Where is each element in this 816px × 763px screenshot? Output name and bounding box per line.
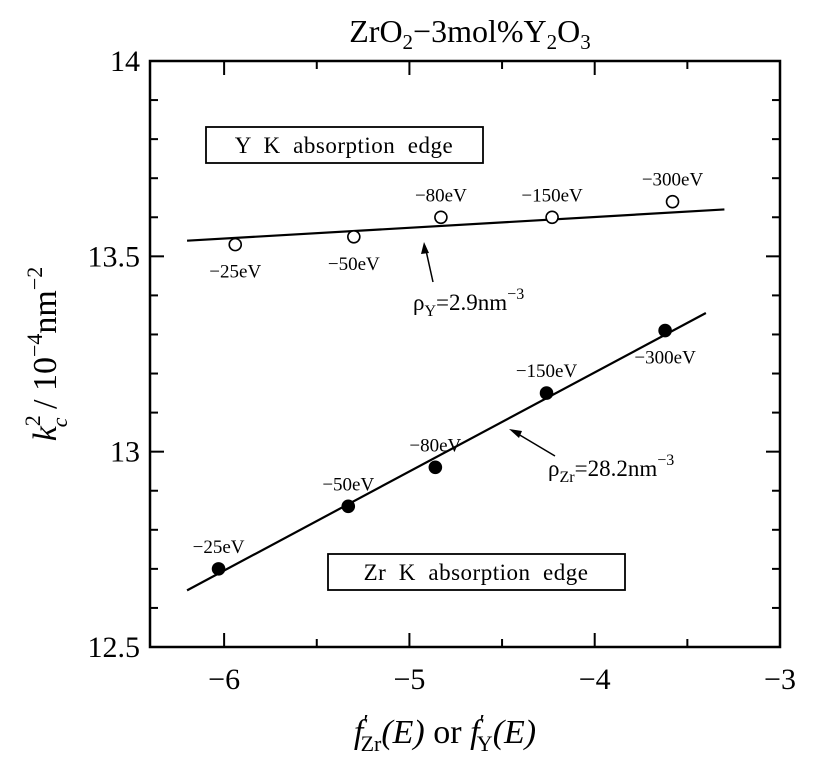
data-point-label: −300eV bbox=[642, 170, 704, 191]
annotation-zr-edge-text: Zr K absorption edge bbox=[364, 560, 589, 585]
fit-zr-sub: Zr bbox=[559, 469, 575, 486]
data-point-label: −150eV bbox=[516, 361, 578, 382]
data-point-label: −50eV bbox=[322, 474, 374, 495]
data-point-label: −25eV bbox=[209, 262, 261, 283]
data-point bbox=[228, 237, 243, 252]
xlabel-arg2: (E) bbox=[493, 714, 536, 751]
title-mid: −3mol%Y bbox=[413, 13, 547, 49]
fit-y-value: =2.9nm bbox=[436, 290, 507, 315]
y-axis-title: k2c / 10−4nm−2 bbox=[20, 267, 72, 442]
data-point bbox=[347, 230, 361, 244]
ylabel-sub: c bbox=[47, 417, 72, 427]
x-axis-title: f′ Zr(E) or f′ Y(E) bbox=[354, 711, 536, 756]
fit-zr-rho: ρ bbox=[548, 456, 559, 481]
x-tick-label: −4 bbox=[579, 663, 611, 696]
data-point-label: −25eV bbox=[193, 537, 245, 558]
fit-label-zr: ρZr=28.2nm−3 bbox=[509, 429, 674, 486]
fit-line bbox=[186, 208, 725, 242]
ylabel-unit-sup: −4 bbox=[22, 334, 47, 357]
axis-ticks bbox=[150, 60, 780, 648]
ylabel-unit: / 10 bbox=[27, 357, 64, 417]
annotation-zr-edge-box bbox=[327, 553, 626, 591]
chart-title: ZrO2−3mol%Y2O3 bbox=[349, 13, 591, 54]
ylabel-sup: 2 bbox=[20, 415, 45, 426]
y-tick-label: 13 bbox=[110, 436, 140, 469]
xlabel-sub2: Y bbox=[477, 731, 493, 756]
series-y-edge: −25eV −50eV −80eV −150eV −300eV bbox=[186, 170, 725, 283]
fit-label-y: ρY=2.9nm−3 bbox=[413, 242, 524, 320]
y-tick-label: 14 bbox=[110, 45, 140, 78]
ylabel-k: k bbox=[27, 425, 64, 441]
y-tick-label: 13.5 bbox=[88, 240, 141, 273]
title-end: O bbox=[557, 13, 580, 49]
xlabel-arg1: (E) bbox=[381, 714, 424, 751]
fit-arrowhead-zr bbox=[509, 429, 522, 438]
x-tick-label: −5 bbox=[393, 663, 425, 696]
title-sub2: 2 bbox=[547, 30, 558, 54]
annotation-y-edge-box bbox=[205, 126, 484, 164]
fit-arrowhead-y bbox=[421, 242, 429, 254]
xlabel-sub1: Zr bbox=[361, 731, 382, 756]
fit-label-zr-text: ρZr=28.2nm−3 bbox=[548, 452, 674, 486]
x-tick-label: −3 bbox=[764, 663, 796, 696]
x-tick-label: −6 bbox=[208, 663, 240, 696]
data-point-label: −50eV bbox=[328, 254, 380, 275]
annotation-y-edge: Y K absorption edge bbox=[205, 126, 484, 164]
data-point bbox=[658, 323, 672, 338]
ylabel-unit2-sup: −2 bbox=[22, 267, 47, 290]
fit-line bbox=[186, 312, 707, 592]
xlabel-prime1: ′ bbox=[363, 711, 368, 737]
fit-y-rho: ρ bbox=[413, 290, 424, 315]
series-zr-edge: −25eV −50eV −80eV −150eV −300eV bbox=[186, 312, 707, 592]
y-tick-label: 12.5 bbox=[88, 631, 141, 664]
title-sub1: 2 bbox=[403, 30, 414, 54]
fit-label-y-text: ρY=2.9nm−3 bbox=[413, 286, 524, 320]
title-main: ZrO bbox=[349, 13, 402, 49]
data-point bbox=[211, 562, 226, 576]
data-point bbox=[341, 499, 356, 514]
fit-y-sub: Y bbox=[424, 303, 436, 320]
data-point bbox=[665, 194, 680, 209]
fit-zr-sup: −3 bbox=[657, 452, 674, 469]
xlabel-or: or bbox=[425, 714, 470, 751]
fit-y-sup: −3 bbox=[507, 286, 524, 303]
plot-frame bbox=[148, 59, 782, 649]
data-point bbox=[539, 386, 554, 400]
ylabel-unit2: nm bbox=[27, 290, 64, 333]
fit-zr-value: =28.2nm bbox=[575, 456, 658, 481]
xlabel-prime2: ′ bbox=[480, 711, 485, 737]
axis-tick-labels: −6 −5 −4 −3 12.5 13 13.5 14 bbox=[88, 45, 796, 696]
annotation-y-edge-text: Y K absorption edge bbox=[235, 133, 453, 158]
data-point bbox=[545, 210, 559, 225]
data-point bbox=[428, 460, 443, 475]
annotation-zr-edge: Zr K absorption edge bbox=[327, 553, 626, 591]
title-sub3: 3 bbox=[580, 30, 591, 54]
data-point-label: −300eV bbox=[634, 348, 696, 369]
data-point-label: −80eV bbox=[409, 435, 461, 456]
data-point bbox=[434, 210, 448, 225]
data-point-label: −80eV bbox=[415, 185, 467, 206]
data-point-label: −150eV bbox=[521, 185, 583, 206]
